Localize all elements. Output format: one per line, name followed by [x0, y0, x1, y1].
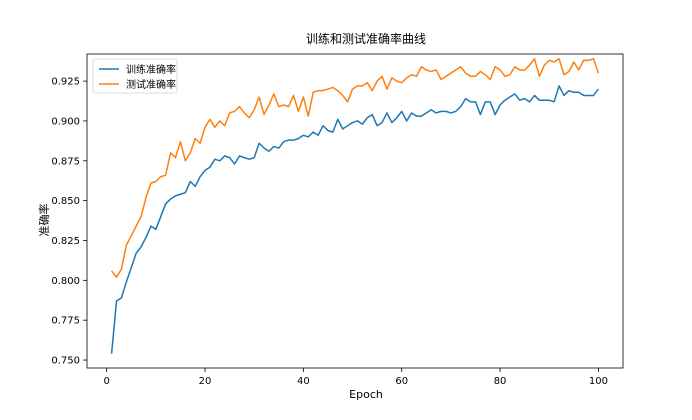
y-tick-label: 0.875 [51, 156, 80, 167]
y-tick-label: 0.900 [51, 116, 80, 127]
y-axis-label: 准确率 [37, 204, 51, 237]
legend-label-1: 训练准确率 [126, 63, 176, 76]
series-line-1 [110, 85, 600, 354]
legend-label-2: 测试准确率 [126, 78, 176, 91]
x-axis-label: Epoch [349, 388, 383, 401]
x-tick-label: 20 [199, 376, 212, 387]
x-tick-label: 0 [103, 376, 109, 387]
y-tick-label: 0.775 [51, 316, 80, 327]
y-tick-label: 0.850 [51, 196, 80, 207]
x-tick-label: 60 [395, 376, 408, 387]
series-line-2 [110, 58, 600, 278]
x-tick-label: 80 [494, 376, 507, 387]
y-tick-label: 0.800 [51, 276, 80, 287]
x-tick-label: 100 [589, 376, 608, 387]
y-tick-label: 0.825 [51, 236, 80, 247]
y-axis: 0.750 0.775 0.800 0.825 0.850 0.875 0.900 0.925 [51, 77, 87, 367]
chart-title: 训练和测试准确率曲线 [306, 31, 426, 46]
y-tick-label: 0.750 [51, 356, 80, 367]
series-layer [110, 58, 600, 354]
plot-frame [86, 53, 624, 369]
x-axis: 0 20 40 60 80 100 [103, 368, 608, 387]
x-tick-label: 40 [297, 376, 310, 387]
y-tick-label: 0.925 [51, 77, 80, 88]
plot-area [86, 53, 624, 369]
